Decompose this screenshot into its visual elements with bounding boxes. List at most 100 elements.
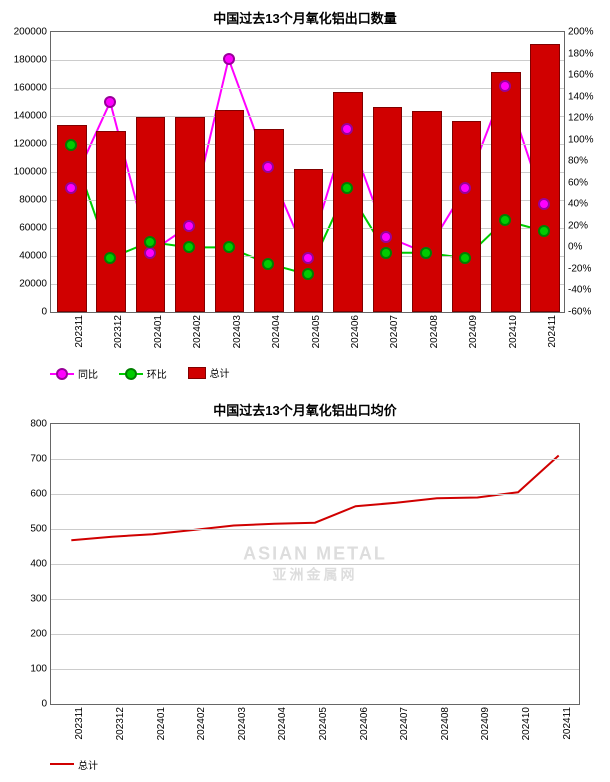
bar: [215, 110, 245, 312]
bar: [136, 117, 166, 312]
chart1-title: 中国过去13个月氧化铝出口数量: [0, 0, 610, 31]
chart2-plot-area: ASIAN METAL 亚洲金属网 0100200300400500600700…: [50, 423, 580, 705]
yoy-marker: [499, 80, 511, 92]
y2-tick-label: 180%: [564, 48, 594, 59]
x-tick-label: 202406: [350, 315, 361, 348]
y2-tick-label: -60%: [564, 307, 591, 318]
bar: [294, 169, 324, 312]
x-tick-label: 202404: [271, 315, 282, 348]
x-tick-label: 202401: [156, 707, 167, 740]
legend-yoy-label: 同比: [78, 366, 98, 381]
chart2-legend: 总计: [0, 755, 610, 782]
legend2-total-label: 总计: [78, 757, 98, 772]
y2-tick-label: 20%: [564, 220, 588, 231]
legend2-total-swatch: [50, 763, 74, 765]
x-tick-label: 202403: [237, 707, 248, 740]
bar: [491, 72, 521, 312]
legend-mom-label: 环比: [147, 366, 167, 381]
y2-tick-label: 120%: [564, 113, 594, 124]
chart1-x-labels: 202311 202312 202401 202402 202403 202404 2024…: [50, 313, 565, 363]
legend-mom-marker: [119, 369, 143, 379]
yoy-marker: [302, 252, 314, 264]
y1-tick-label: 40000: [19, 251, 51, 262]
bar: [96, 131, 126, 312]
yoy-marker: [104, 96, 116, 108]
bar: [452, 121, 482, 312]
bar: [57, 125, 87, 312]
legend-total: 总计: [188, 365, 230, 380]
x-tick-label: 202410: [508, 315, 519, 348]
y1-tick-label: 80000: [19, 195, 51, 206]
mom-marker: [420, 247, 432, 259]
y1-tick-label: 120000: [14, 139, 51, 150]
x-tick-label: 202404: [277, 707, 288, 740]
y2-tick-label: -20%: [564, 263, 591, 274]
legend-total-label: 总计: [210, 365, 230, 380]
x-tick-label: 202409: [468, 315, 479, 348]
yoy-marker: [144, 247, 156, 259]
y1-tick-label: 180000: [14, 55, 51, 66]
y-tick-label: 700: [30, 453, 51, 464]
y2-tick-label: -40%: [564, 285, 591, 296]
x-tick-label: 202408: [429, 315, 440, 348]
x-tick-label: 202411: [562, 707, 573, 740]
mom-marker: [262, 258, 274, 270]
y1-tick-label: 100000: [14, 167, 51, 178]
x-tick-label: 202405: [311, 315, 322, 348]
yoy-marker: [341, 123, 353, 135]
mom-marker: [499, 214, 511, 226]
legend-yoy: 同比: [50, 366, 98, 381]
legend-yoy-marker: [50, 369, 74, 379]
x-tick-label: 202311: [74, 707, 85, 740]
y-tick-label: 400: [30, 558, 51, 569]
yoy-marker: [223, 53, 235, 65]
x-tick-label: 202403: [232, 315, 243, 348]
x-tick-label: 202407: [399, 707, 410, 740]
export-volume-chart: 中国过去13个月氧化铝出口数量 020000400006000080000100…: [0, 0, 610, 392]
mom-marker: [341, 182, 353, 194]
x-tick-label: 202405: [318, 707, 329, 740]
yoy-marker: [183, 220, 195, 232]
legend-total-swatch: [188, 367, 206, 379]
mom-marker: [302, 268, 314, 280]
x-tick-label: 202408: [440, 707, 451, 740]
mom-marker: [459, 252, 471, 264]
yoy-marker: [538, 198, 550, 210]
x-tick-label: 202312: [113, 315, 124, 348]
x-tick-label: 202401: [153, 315, 164, 348]
mom-marker: [144, 236, 156, 248]
yoy-marker: [380, 231, 392, 243]
yoy-marker: [65, 182, 77, 194]
x-tick-label: 202311: [74, 315, 85, 348]
y2-tick-label: 140%: [564, 91, 594, 102]
y-tick-label: 800: [30, 418, 51, 429]
y1-tick-label: 60000: [19, 223, 51, 234]
y1-tick-label: 160000: [14, 83, 51, 94]
x-tick-label: 202406: [359, 707, 370, 740]
legend2-total: 总计: [50, 757, 98, 772]
yoy-marker: [459, 182, 471, 194]
y-tick-label: 500: [30, 523, 51, 534]
chart1-plot-area: 0200004000060000800001000001200001400001…: [50, 31, 565, 313]
y-tick-label: 600: [30, 488, 51, 499]
y2-tick-label: 40%: [564, 199, 588, 210]
x-tick-label: 202312: [115, 707, 126, 740]
y1-tick-label: 140000: [14, 111, 51, 122]
y-tick-label: 200: [30, 628, 51, 639]
bar: [412, 111, 442, 312]
y2-tick-label: 0%: [564, 242, 582, 253]
y1-tick-label: 200000: [14, 27, 51, 38]
y2-tick-label: 200%: [564, 27, 594, 38]
y-tick-label: 300: [30, 593, 51, 604]
y-tick-label: 100: [30, 663, 51, 674]
x-tick-label: 202407: [389, 315, 400, 348]
x-tick-label: 202402: [196, 707, 207, 740]
yoy-marker: [262, 161, 274, 173]
mom-marker: [538, 225, 550, 237]
x-tick-label: 202402: [192, 315, 203, 348]
legend-mom: 环比: [119, 366, 167, 381]
y1-tick-label: 20000: [19, 279, 51, 290]
mom-marker: [380, 247, 392, 259]
y2-tick-label: 160%: [564, 70, 594, 81]
mom-marker: [183, 241, 195, 253]
